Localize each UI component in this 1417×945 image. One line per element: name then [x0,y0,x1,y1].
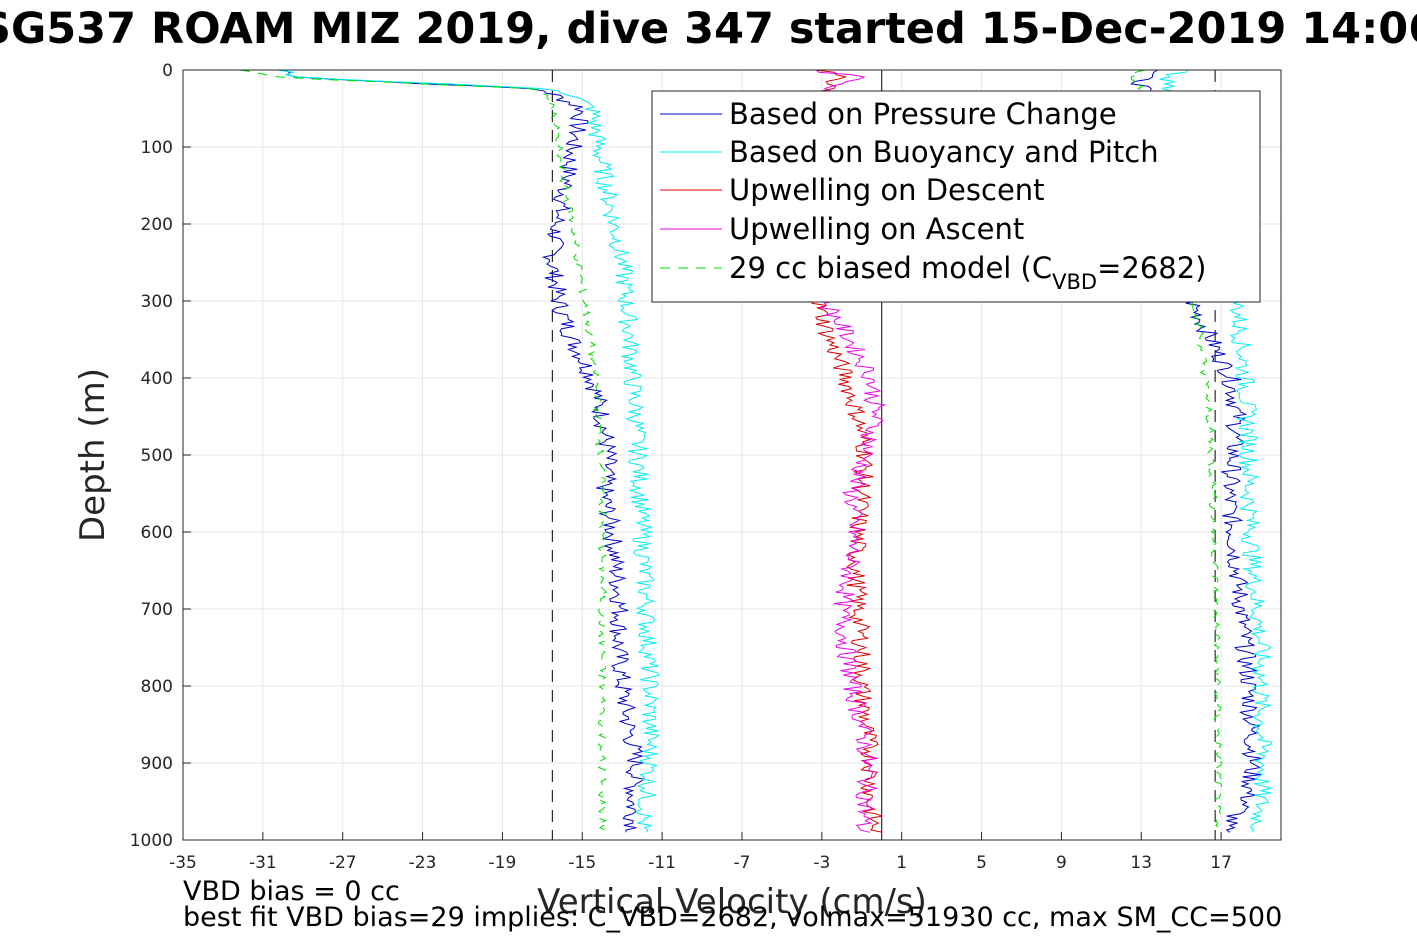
y-tick-label: 500 [141,446,173,466]
series-4-line-0 [239,69,607,833]
x-tick-label: 5 [976,853,987,873]
x-tick-label: -35 [169,853,197,873]
legend-label-up-ascent: Upwelling on Ascent [729,212,1024,246]
y-tick-label: 700 [141,600,173,620]
x-tick-label: -15 [568,853,596,873]
y-tick-label: 300 [141,292,173,312]
x-tick-label: -19 [489,853,517,873]
series-0-line-0 [282,69,646,833]
legend-label-model-tail: =2682) [1097,251,1206,285]
x-tick-label: 9 [1056,853,1067,873]
y-tick-label: 900 [141,754,173,774]
x-tick-label: -11 [648,853,676,873]
x-tick-label: -7 [734,853,751,873]
legend-label-model-sub: VBD [1052,270,1097,294]
x-tick-label: -3 [813,853,830,873]
legend-label-model: 29 cc biased model (CVBD=2682) [729,251,1207,294]
x-tick-label: -27 [329,853,357,873]
x-axis-label: Vertical Velocity (cm/s) [537,882,927,922]
y-axis-label: Depth (m) [73,368,113,542]
y-tick-label: 1000 [130,831,173,851]
vbd-bias-note: VBD bias = 0 cc [183,876,400,907]
y-tick-label: 200 [141,215,173,235]
x-tick-label: 17 [1210,853,1232,873]
x-tick-label: 13 [1130,853,1152,873]
legend-label-up-descent: Upwelling on Descent [729,173,1045,207]
legend-label-buoyancy: Based on Buoyancy and Pitch [729,135,1159,169]
legend-label-model-main: 29 cc biased model (C [729,251,1052,285]
y-tick-label: 600 [141,523,173,543]
y-tick-label: 400 [141,369,173,389]
best-fit-note: best fit VBD bias=29 implies: C_VBD=2682… [183,902,1283,933]
legend-label-pressure: Based on Pressure Change [729,97,1117,131]
chart-title: SG537 ROAM MIZ 2019, dive 347 started 15… [0,4,1417,54]
y-tick-label: 0 [162,61,173,81]
series-1-line-0 [276,69,661,833]
x-tick-label: -23 [409,853,437,873]
tick-labels: -35 -31 -27 -23 -19 -15 -11 -7 -3 1 5 9 13 1701002003… [130,61,1232,873]
legend-box [651,90,1261,303]
y-tick-label: 100 [141,138,173,158]
x-tick-label: 1 [896,853,907,873]
legend: Based on Pressure Change Based on Buoyan… [651,90,1261,303]
y-tick-label: 800 [141,677,173,697]
x-tick-label: -31 [249,853,277,873]
